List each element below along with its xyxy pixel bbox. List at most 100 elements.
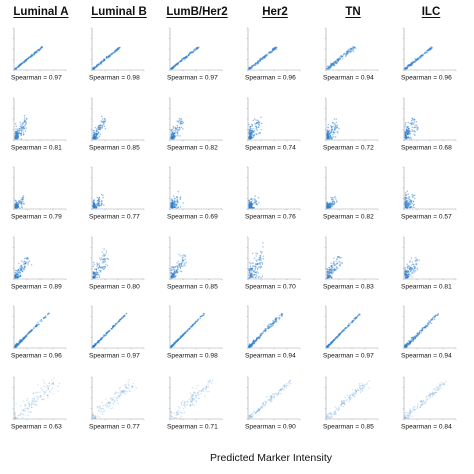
- data-point: [419, 56, 422, 58]
- data-point: [170, 201, 173, 204]
- data-point: [188, 54, 190, 56]
- data-point: [92, 66, 95, 69]
- data-point: [404, 193, 407, 196]
- data-point: [52, 382, 54, 384]
- data-point: [249, 68, 251, 70]
- data-point: [128, 389, 130, 392]
- data-point: [126, 390, 128, 393]
- data-point: [170, 411, 172, 413]
- data-point: [99, 124, 102, 127]
- data-point: [48, 390, 51, 392]
- data-point: [189, 404, 192, 406]
- data-point: [327, 131, 329, 134]
- data-point: [410, 64, 413, 67]
- data-point: [16, 138, 19, 140]
- data-point: [116, 321, 119, 324]
- data-point: [199, 317, 201, 320]
- data-point: [350, 47, 352, 50]
- data-point: [182, 58, 185, 60]
- data-point: [249, 261, 251, 264]
- data-point: [413, 130, 415, 132]
- data-point: [413, 61, 415, 63]
- data-point: [19, 63, 22, 66]
- data-point: [97, 131, 100, 134]
- data-point: [252, 271, 255, 273]
- data-point: [40, 47, 42, 49]
- data-point: [273, 48, 276, 51]
- data-point: [183, 401, 186, 403]
- data-point: [266, 395, 268, 398]
- data-point: [108, 54, 111, 57]
- data-point: [251, 267, 254, 269]
- data-point: [182, 57, 184, 60]
- data-point: [97, 126, 99, 128]
- data-point: [181, 58, 184, 61]
- data-point: [103, 59, 106, 61]
- data-point: [248, 67, 250, 69]
- data-point: [191, 51, 194, 54]
- data-point: [179, 60, 181, 62]
- data-point: [191, 51, 194, 54]
- data-point: [342, 54, 345, 56]
- data-point: [261, 57, 263, 60]
- data-point: [176, 262, 178, 264]
- data-point: [427, 49, 429, 52]
- data-point: [408, 64, 410, 66]
- data-point: [331, 128, 333, 130]
- data-point: [411, 117, 414, 119]
- data-point: [15, 128, 17, 130]
- scatter-panel: Spearman = 0.96: [11, 305, 67, 360]
- data-point: [97, 64, 100, 66]
- data-point: [180, 59, 182, 62]
- data-point: [414, 60, 416, 63]
- data-point: [404, 67, 406, 69]
- data-point: [31, 55, 33, 57]
- data-point: [248, 272, 251, 274]
- data-point: [19, 64, 22, 66]
- data-point: [409, 64, 412, 66]
- data-point: [283, 388, 285, 391]
- spearman-label: Spearman = 0.69: [167, 214, 218, 221]
- data-point: [115, 323, 118, 325]
- data-point: [38, 323, 40, 326]
- data-point: [100, 61, 103, 63]
- data-point: [339, 57, 341, 59]
- data-point: [334, 61, 337, 63]
- data-point: [185, 57, 188, 59]
- data-point: [127, 381, 129, 383]
- data-point: [264, 56, 266, 59]
- data-point: [259, 59, 261, 61]
- data-point: [104, 127, 107, 130]
- data-point: [178, 264, 181, 267]
- data-point: [39, 396, 41, 399]
- data-point: [172, 66, 174, 68]
- data-point: [43, 393, 46, 396]
- data-point: [104, 58, 106, 61]
- data-point: [119, 390, 121, 392]
- data-point: [337, 132, 339, 134]
- data-point: [271, 50, 273, 53]
- data-point: [272, 48, 274, 50]
- data-point: [180, 402, 183, 404]
- data-point: [174, 268, 176, 271]
- data-point: [343, 329, 346, 331]
- data-point: [95, 343, 97, 345]
- data-point: [23, 120, 26, 123]
- data-point: [415, 126, 417, 129]
- data-point: [248, 270, 251, 272]
- spearman-label: Spearman = 0.97: [323, 353, 374, 360]
- data-point: [103, 248, 105, 250]
- data-point: [101, 125, 104, 127]
- data-point: [20, 138, 23, 140]
- data-point: [180, 119, 182, 121]
- data-point: [328, 268, 331, 271]
- data-point: [347, 49, 349, 52]
- data-point: [409, 64, 411, 66]
- data-point: [412, 337, 414, 340]
- data-point: [171, 68, 174, 70]
- data-point: [183, 57, 186, 59]
- data-point: [21, 416, 24, 419]
- data-point: [115, 49, 117, 51]
- data-point: [342, 329, 344, 331]
- data-point: [406, 67, 408, 69]
